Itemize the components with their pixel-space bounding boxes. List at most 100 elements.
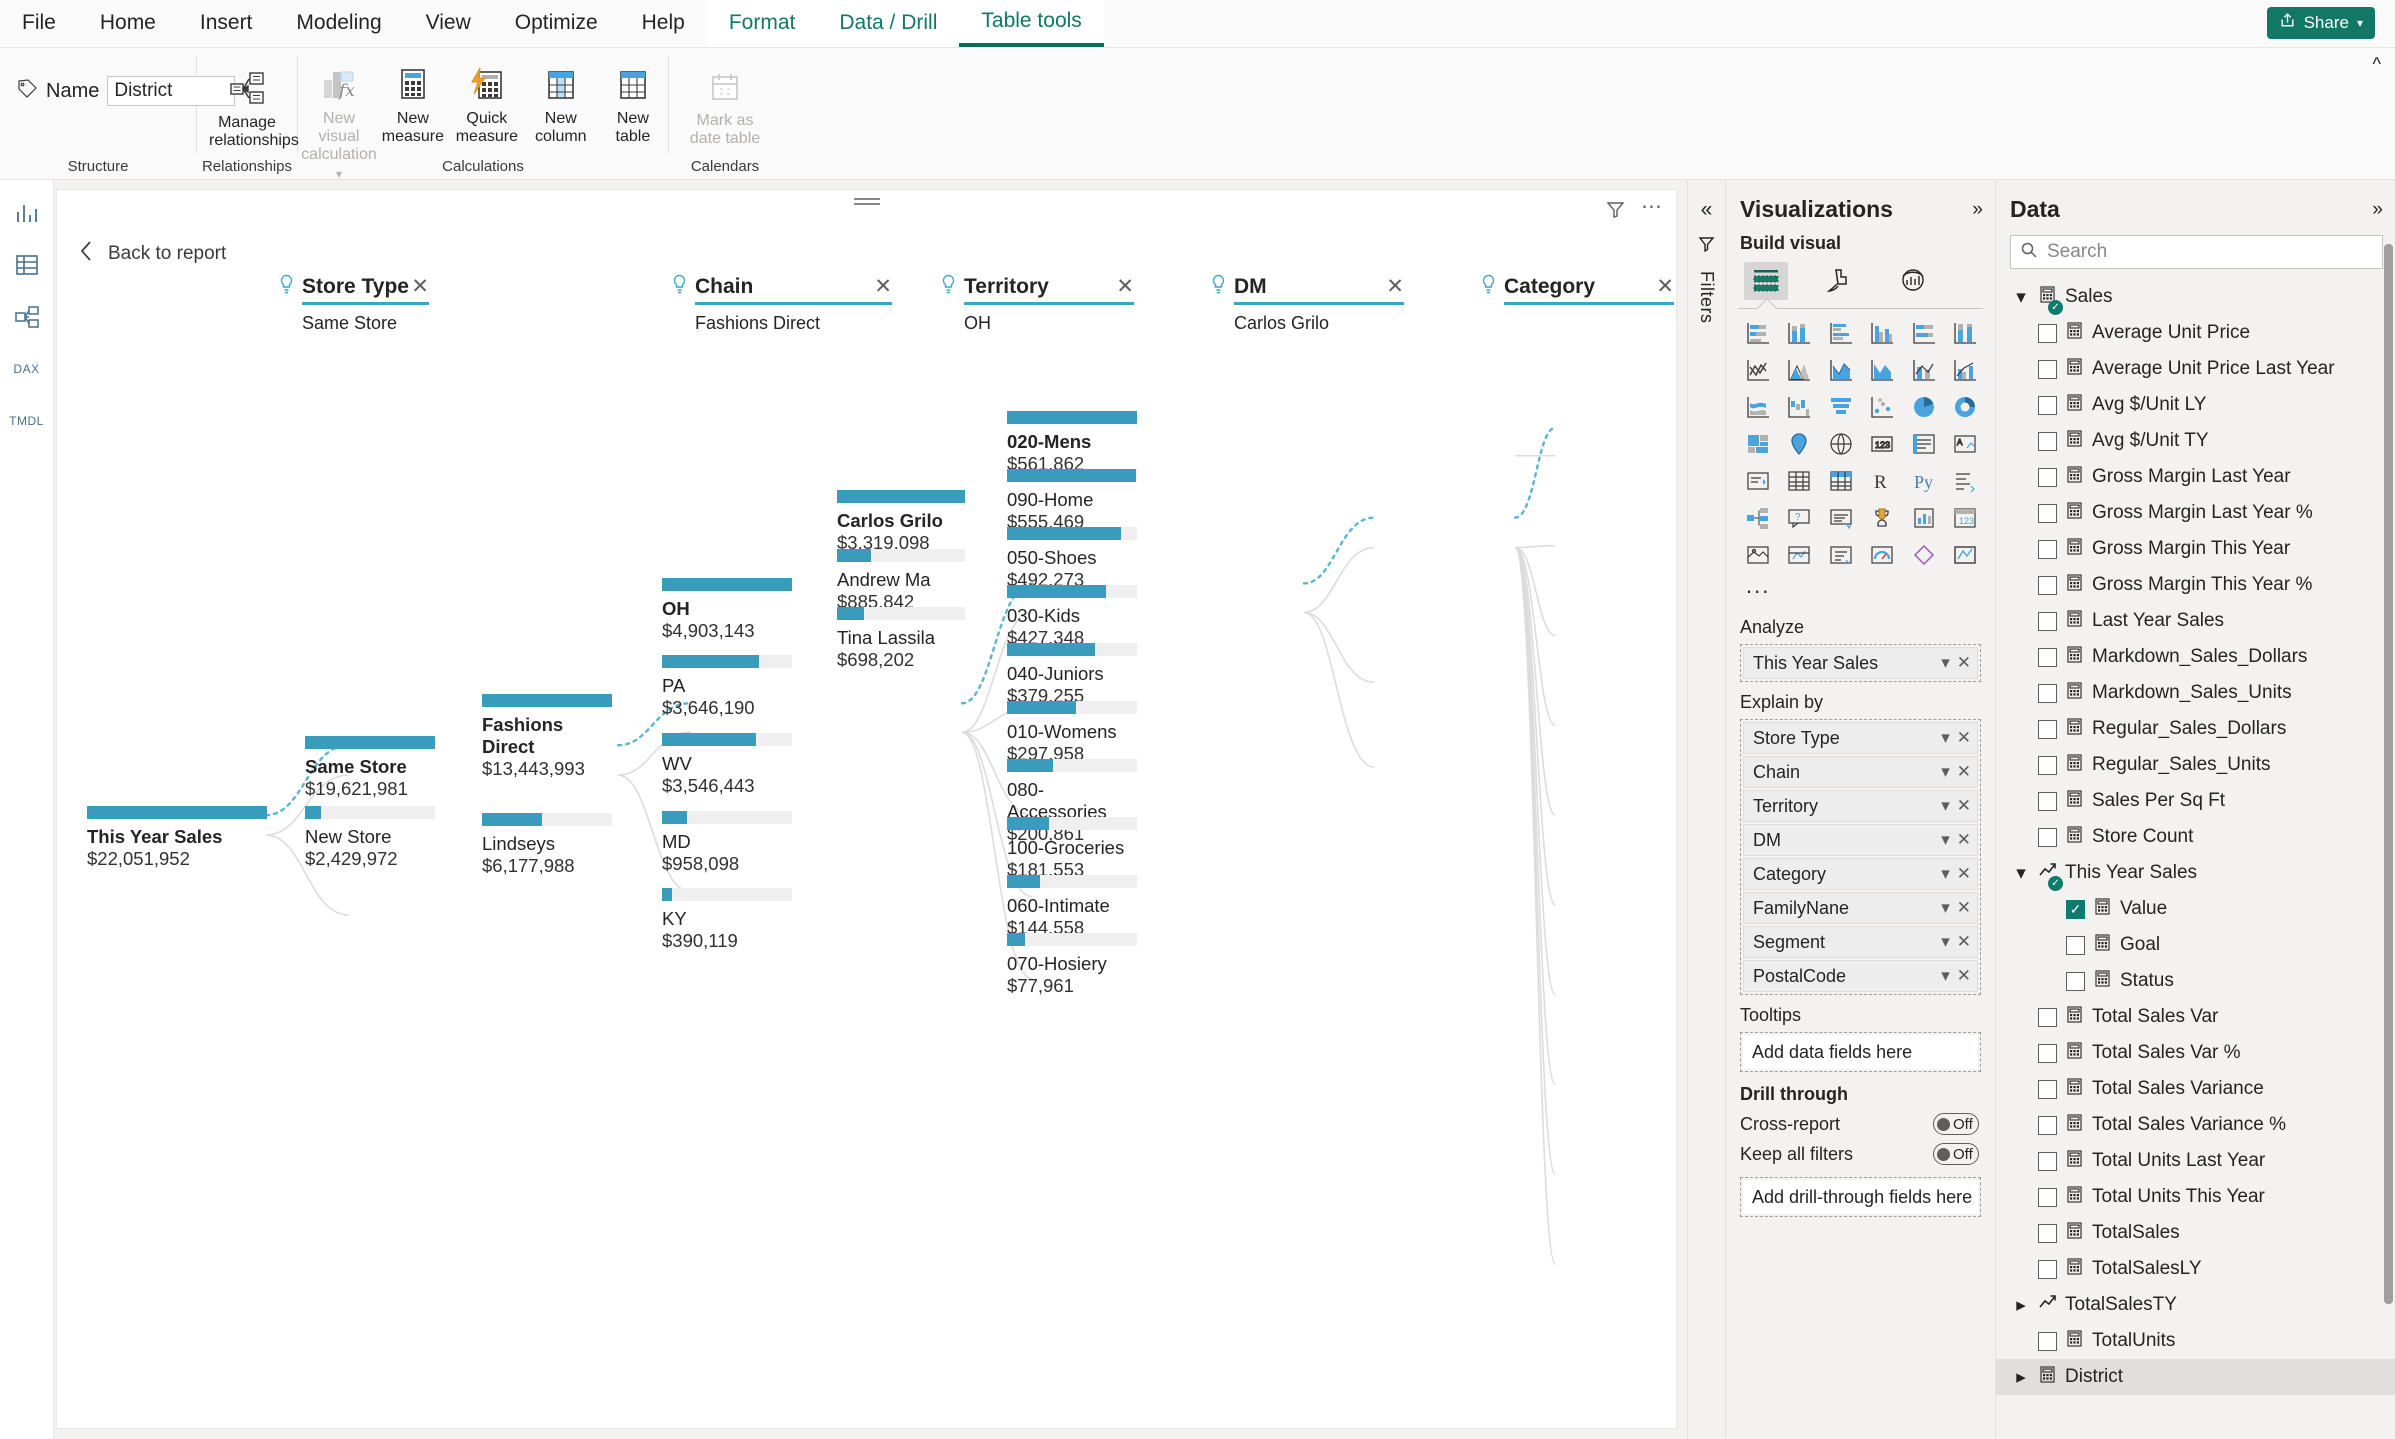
field-chip-store-type[interactable]: Store Type ▾ ✕	[1743, 722, 1978, 754]
data-field-this-year-sales[interactable]: ▾ ✓ This Year Sales	[1996, 855, 2395, 891]
field-checkbox[interactable]	[2038, 1259, 2057, 1279]
lightbulb-icon[interactable]	[279, 274, 294, 299]
analytics-icon[interactable]	[1892, 262, 1936, 300]
ribbon-tab-format[interactable]: Format	[706, 0, 818, 47]
remove-field-icon[interactable]: ✕	[1956, 796, 1971, 815]
field-chip-category[interactable]: Category ▾ ✕	[1743, 858, 1978, 890]
text-box-icon[interactable]	[1821, 539, 1861, 571]
data-field-markdown-sales-units[interactable]: Markdown_Sales_Units	[1996, 675, 2395, 711]
card-icon[interactable]: 123	[1863, 428, 1903, 460]
field-chip-postalcode[interactable]: PostalCode ▾ ✕	[1743, 960, 1978, 992]
field-checkbox[interactable]	[2038, 791, 2057, 811]
field-checkbox[interactable]	[2038, 827, 2057, 847]
stacked-column-chart-icon[interactable]	[1780, 317, 1820, 349]
chevron-down-icon[interactable]: ▾	[2016, 862, 2026, 884]
tree-node-new-store[interactable]: New Store $2,429,972	[305, 806, 435, 870]
lightbulb-icon[interactable]	[1211, 274, 1226, 299]
remove-field-icon[interactable]: ✕	[1956, 830, 1971, 849]
paginated-report-icon[interactable]	[1904, 502, 1944, 534]
field-chip-familyname[interactable]: FamilyNane ▾ ✕	[1743, 892, 1978, 924]
new-column-button[interactable]: New column	[524, 58, 598, 181]
field-chip-this-year-sales[interactable]: This Year Sales ▾ ✕	[1743, 647, 1978, 679]
field-checkbox[interactable]	[2038, 647, 2057, 667]
field-checkbox[interactable]	[2038, 719, 2057, 739]
remove-level-icon[interactable]: ✕	[874, 275, 892, 298]
r-script-visual-icon[interactable]: R	[1863, 465, 1903, 497]
field-checkbox[interactable]	[2038, 503, 2057, 523]
data-search-box[interactable]	[2010, 235, 2383, 269]
chevron-down-icon[interactable]: ▾	[1941, 653, 1950, 672]
explain-by-well[interactable]: Store Type ▾ ✕ Chain ▾ ✕ Territory ▾ ✕ DM ▾…	[1740, 719, 1981, 995]
data-field-total-units-last-year[interactable]: Total Units Last Year	[1996, 1143, 2395, 1179]
data-field-regular-sales-units[interactable]: Regular_Sales_Units	[1996, 747, 2395, 783]
tree-node-020-mens[interactable]: 020-Mens $561,862	[1007, 411, 1137, 475]
decomposition-tree-icon[interactable]	[1738, 502, 1778, 534]
ribbon-tab-help[interactable]: Help	[641, 11, 685, 34]
power-apps-visual-icon[interactable]: 123	[1946, 502, 1986, 534]
ribbon-tab-table-tools[interactable]: Table tools	[959, 0, 1104, 47]
field-checkbox[interactable]	[2038, 1115, 2057, 1135]
line-and-clustered-column-icon[interactable]	[1946, 354, 1986, 386]
field-checkbox[interactable]	[2038, 1151, 2057, 1171]
line-and-stacked-column-icon[interactable]	[1904, 354, 1944, 386]
chevron-down-icon[interactable]: ▾	[1941, 796, 1950, 815]
field-checkbox[interactable]: ✓	[2066, 899, 2085, 919]
tree-node-070-hosiery[interactable]: 070-Hosiery $77,961	[1007, 933, 1137, 997]
map-icon[interactable]	[1780, 428, 1820, 460]
matrix-icon[interactable]	[1821, 465, 1861, 497]
expand-pane-icon[interactable]: »	[1972, 198, 1983, 220]
field-checkbox[interactable]	[2038, 1007, 2057, 1027]
tree-node-fashions-direct[interactable]: Fashions Direct $13,443,993	[482, 694, 612, 779]
more-visuals-button[interactable]: ...	[1746, 573, 1771, 598]
data-field-totalunits[interactable]: TotalUnits	[1996, 1323, 2395, 1359]
data-field-district[interactable]: ▸ District	[1996, 1359, 2395, 1395]
field-chip-segment[interactable]: Segment ▾ ✕	[1743, 926, 1978, 958]
clustered-bar-chart-icon[interactable]	[1821, 317, 1861, 349]
ribbon-tab-view[interactable]: View	[425, 11, 471, 34]
tree-node-carlos-grilo[interactable]: Carlos Grilo $3,319,098	[837, 490, 965, 554]
tree-node-lindseys[interactable]: Lindseys $6,177,988	[482, 813, 612, 877]
data-field-gross-margin-this-year[interactable]: Gross Margin This Year %	[1996, 567, 2395, 603]
data-field-total-sales-var[interactable]: Total Sales Var	[1996, 999, 2395, 1035]
lightbulb-icon[interactable]	[672, 274, 687, 299]
data-field-total-sales-variance[interactable]: Total Sales Variance %	[1996, 1107, 2395, 1143]
tree-node-tina-lassila[interactable]: Tina Lassila $698,202	[837, 607, 965, 671]
field-checkbox[interactable]	[2038, 323, 2057, 343]
expand-data-pane-icon[interactable]: »	[2372, 198, 2383, 220]
remove-level-icon[interactable]: ✕	[1386, 275, 1404, 298]
chevron-down-icon[interactable]: ▾	[1941, 864, 1950, 883]
data-field-total-sales-var[interactable]: Total Sales Var %	[1996, 1035, 2395, 1071]
slicer-icon[interactable]	[1738, 465, 1778, 497]
collapse-pane-icon[interactable]: «	[1700, 198, 1713, 221]
remove-field-icon[interactable]: ✕	[1956, 864, 1971, 883]
remove-field-icon[interactable]: ✕	[1956, 653, 1971, 672]
data-field-regular-sales-dollars[interactable]: Regular_Sales_Dollars	[1996, 711, 2395, 747]
tree-node-pa[interactable]: PA $3,646,190	[662, 655, 792, 719]
field-checkbox[interactable]	[2038, 467, 2057, 487]
field-checkbox[interactable]	[2038, 1079, 2057, 1099]
waterfall-chart-icon[interactable]	[1780, 391, 1820, 423]
data-field-gross-margin-last-year[interactable]: Gross Margin Last Year %	[1996, 495, 2395, 531]
tree-node-same-store[interactable]: Same Store $19,621,981	[305, 736, 435, 800]
filter-pane-icon[interactable]	[1697, 234, 1717, 259]
qa-visual-icon[interactable]: ?	[1780, 502, 1820, 534]
field-checkbox[interactable]	[2038, 1043, 2057, 1063]
tree-node-030-kids[interactable]: 030-Kids $427,348	[1007, 585, 1137, 649]
format-visual-icon[interactable]	[1818, 262, 1862, 300]
chevron-down-icon[interactable]: ▾	[1941, 898, 1950, 917]
field-checkbox[interactable]	[2066, 971, 2085, 991]
new-table-button[interactable]: New table	[598, 58, 668, 181]
tree-node-060-intimate[interactable]: 060-Intimate $144,558	[1007, 875, 1137, 939]
search-input[interactable]	[2047, 241, 2373, 263]
data-field-average-unit-price[interactable]: Average Unit Price	[1996, 315, 2395, 351]
pie-chart-icon[interactable]	[1904, 391, 1944, 423]
keep-all-filters-toggle[interactable]: Off	[1933, 1143, 1979, 1165]
analyze-well[interactable]: This Year Sales ▾ ✕	[1740, 644, 1981, 682]
tree-node-andrew-ma[interactable]: Andrew Ma $885,842	[837, 549, 965, 613]
ribbon-tab-insert[interactable]: Insert	[199, 11, 253, 34]
back-to-report-button[interactable]: Back to report	[57, 232, 1676, 268]
scatter-chart-icon[interactable]	[1863, 391, 1903, 423]
key-influencers-icon[interactable]	[1946, 465, 1986, 497]
data-field-goal[interactable]: Goal	[1996, 927, 2395, 963]
build-visual-icon[interactable]	[1744, 262, 1788, 300]
